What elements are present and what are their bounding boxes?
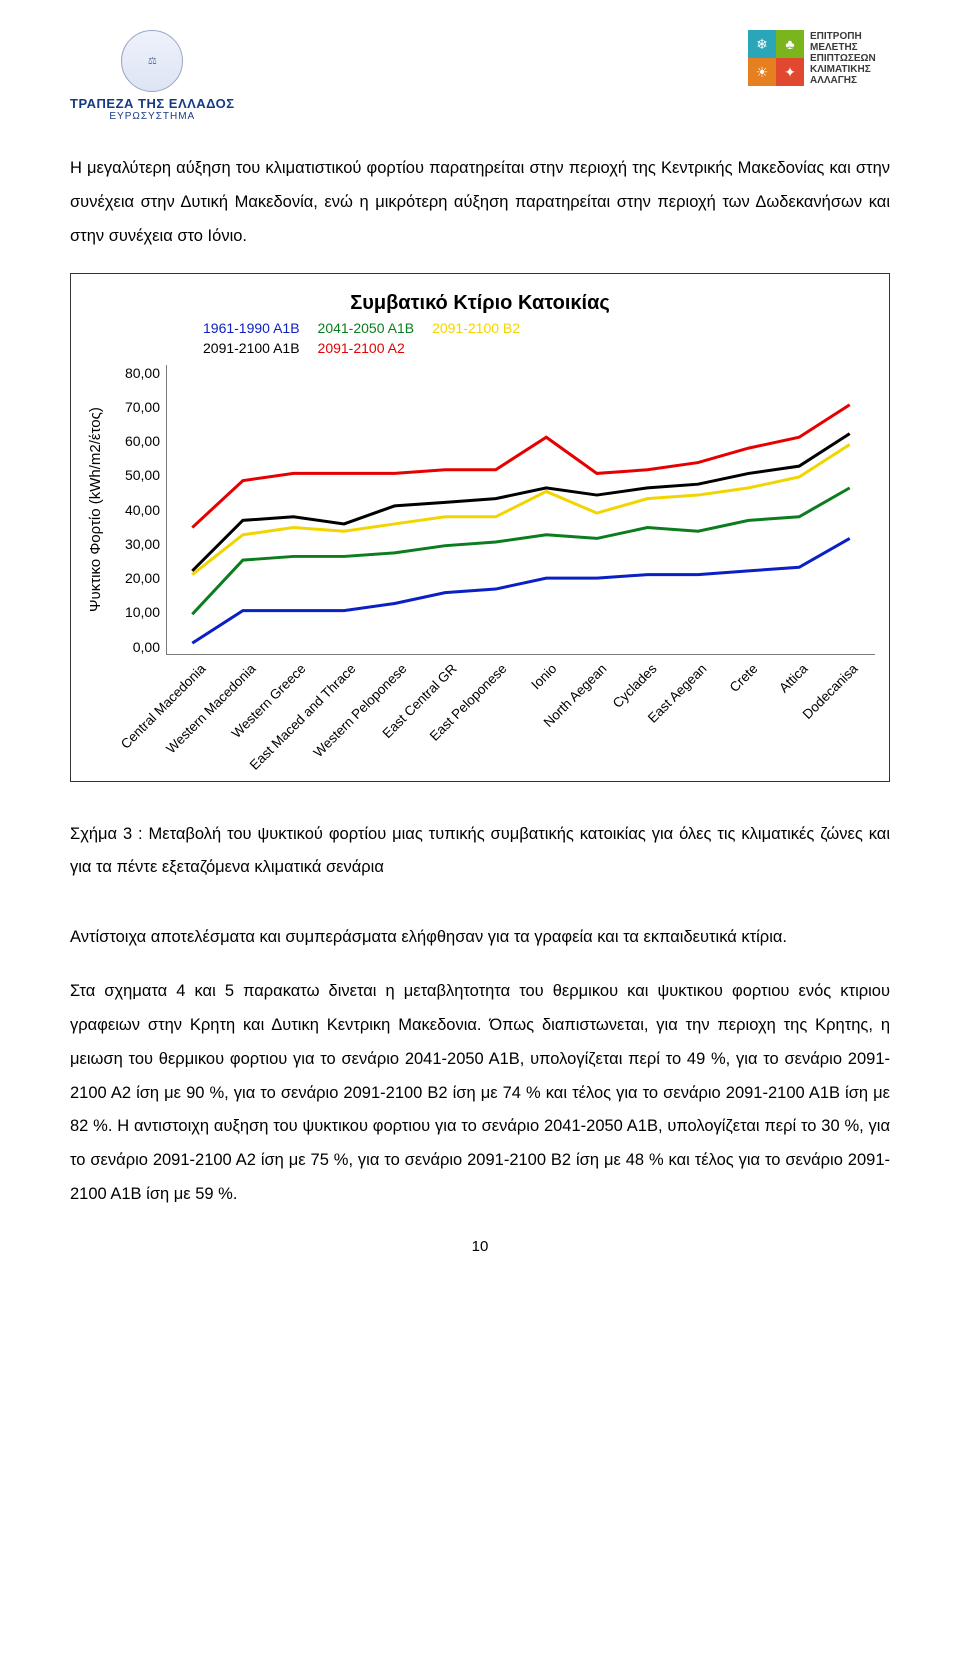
chart-legend: 1961-1990 Α1Β 2041-2050 Α1Β 2091-2100 Β2 20…	[203, 319, 875, 358]
y-tick: 20,00	[112, 570, 160, 586]
page-number: 10	[70, 1238, 890, 1255]
x-tick: East Aegean	[674, 655, 724, 775]
emblem-icon: ⚖	[121, 30, 183, 92]
series-line	[192, 444, 849, 574]
bank-subtitle: ΕΥΡΩΣΥΣΤΗΜΑ	[109, 111, 195, 122]
y-tick: 10,00	[112, 604, 160, 620]
plot-region	[166, 365, 875, 655]
legend-item: 1961-1990 Α1Β	[203, 319, 300, 339]
paragraph-1: Η μεγαλύτερη αύξηση του κλιματιστικού φο…	[70, 152, 890, 253]
legend-item: 2091-2100 Α1Β	[203, 339, 300, 359]
series-line	[192, 487, 849, 613]
line-chart-svg	[167, 365, 875, 654]
series-line	[192, 538, 849, 643]
figure-caption: Σχήμα 3 : Μεταβολή του ψυκτικού φορτίου …	[70, 818, 890, 886]
committee-name: ΕΠΙΤΡΟΠΗ ΜΕΛΕΤΗΣ ΕΠΙΠΤΩΣΕΩΝ ΚΛΙΜΑΤΙΚΗΣ Α…	[810, 31, 890, 86]
x-tick: Dodecanisa	[825, 655, 875, 775]
y-axis-ticks: 80,00 70,00 60,00 50,00 40,00 30,00 20,00 10,00…	[106, 365, 166, 655]
y-tick: 50,00	[112, 467, 160, 483]
legend-item: 2091-2100 Β2	[432, 319, 520, 339]
paragraph-3: Στα σχηματα 4 και 5 παρακατω δινεται η μ…	[70, 975, 890, 1212]
y-tick: 70,00	[112, 399, 160, 415]
chart-container: Συμβατικό Κτίριο Κατοικίας 1961-1990 Α1Β…	[70, 273, 890, 781]
y-tick: 30,00	[112, 536, 160, 552]
x-axis-ticks: Central MacedoniaWestern MacedoniaWester…	[173, 655, 875, 775]
bank-title: ΤΡΑΠΕΖΑ ΤΗΣ ΕΛΛΑΔΟΣ	[70, 96, 235, 111]
x-tick: North Aegean	[574, 655, 624, 775]
legend-item: 2091-2100 Α2	[318, 339, 405, 359]
y-tick: 0,00	[112, 639, 160, 655]
chart-plot-area: Ψυκτικο Φορτίο (kWh/m2/έτος) 80,00 70,00 6…	[85, 365, 875, 655]
y-tick: 80,00	[112, 365, 160, 381]
climate-committee-logo: ❄♣ ☀✦ ΕΠΙΤΡΟΠΗ ΜΕΛΕΤΗΣ ΕΠΙΠΤΩΣΕΩΝ ΚΛΙΜΑΤ…	[748, 30, 890, 86]
paragraph-2: Αντίστοιχα αποτελέσματα και συμπεράσματα…	[70, 921, 890, 955]
y-tick: 40,00	[112, 502, 160, 518]
chart-title: Συμβατικό Κτίριο Κατοικίας	[85, 292, 875, 315]
x-tick: Crete	[725, 655, 775, 775]
legend-item: 2041-2050 Α1Β	[318, 319, 415, 339]
y-tick: 60,00	[112, 433, 160, 449]
series-line	[192, 404, 849, 527]
bank-of-greece-logo: ⚖ ΤΡΑΠΕΖΑ ΤΗΣ ΕΛΛΑΔΟΣ ΕΥΡΩΣΥΣΤΗΜΑ	[70, 30, 235, 122]
x-tick: East Peloponese	[474, 655, 524, 775]
page-header: ⚖ ΤΡΑΠΕΖΑ ΤΗΣ ΕΛΛΑΔΟΣ ΕΥΡΩΣΥΣΤΗΜΑ ❄♣ ☀✦ …	[70, 30, 890, 122]
badge-icon: ❄♣ ☀✦	[748, 30, 804, 86]
y-axis-label: Ψυκτικο Φορτίο (kWh/m2/έτος)	[85, 365, 106, 655]
